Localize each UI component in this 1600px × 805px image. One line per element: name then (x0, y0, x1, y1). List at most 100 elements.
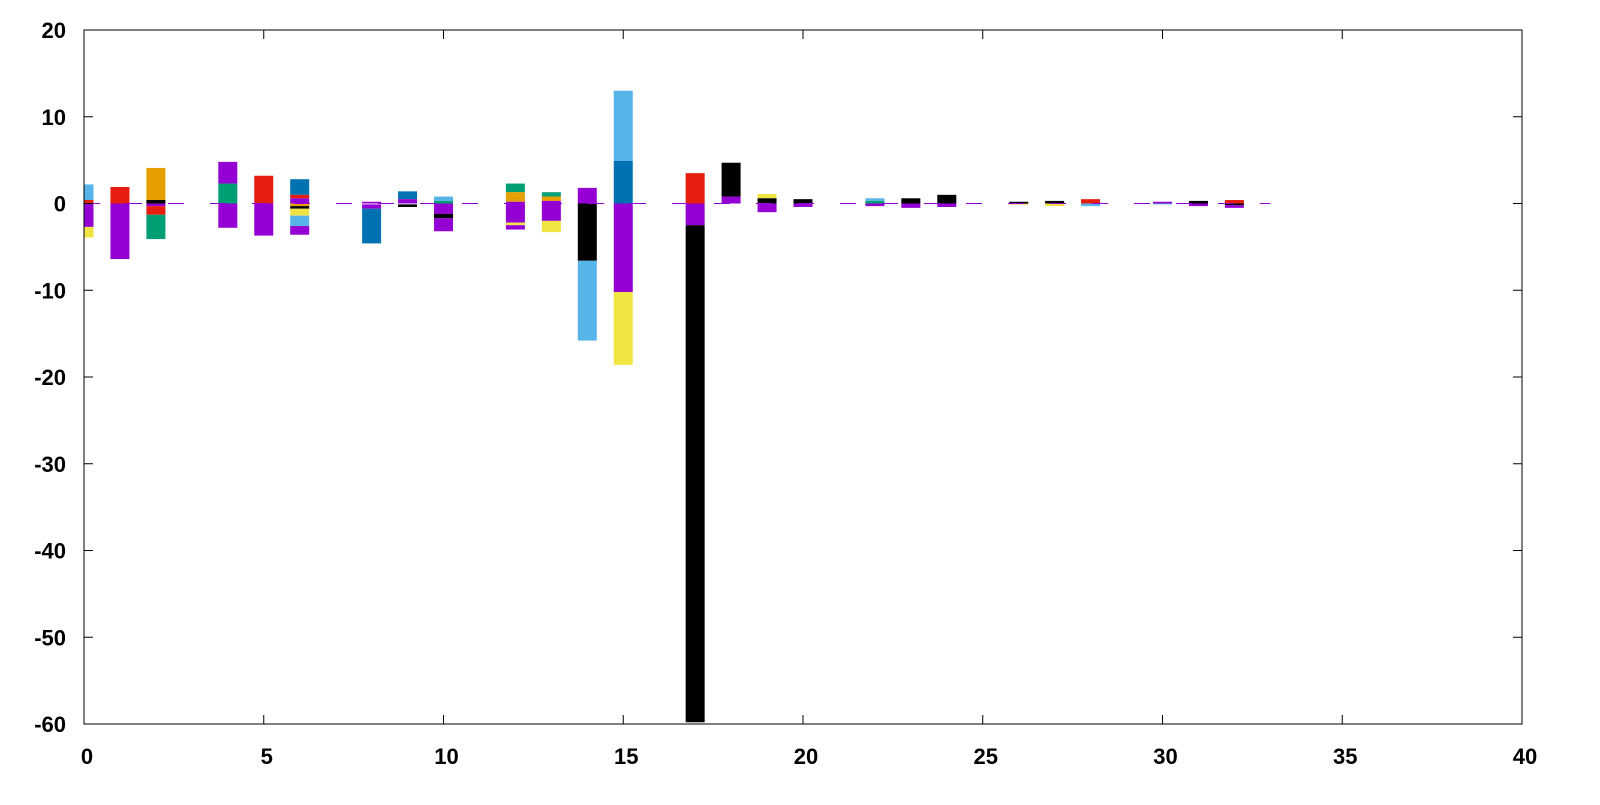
bar-segment (290, 206, 310, 209)
bar-segment (577, 260, 597, 341)
y-tick-label: 20 (42, 18, 66, 43)
x-tick-label: 25 (974, 744, 998, 769)
bar-segment (1009, 201, 1029, 204)
bar-segment (434, 200, 453, 204)
bar-segment (937, 194, 957, 204)
bar-segment (290, 194, 310, 199)
bar-segment (254, 175, 274, 204)
bar-segment (505, 183, 525, 193)
x-tick-label: 35 (1333, 744, 1357, 769)
bar-segment (685, 203, 705, 226)
bar-segment (505, 203, 525, 223)
bar-segment (757, 203, 777, 213)
y-tick-label: -10 (34, 278, 66, 303)
bar-segment (1153, 203, 1172, 205)
bar-segment (721, 162, 741, 197)
bar-segment (865, 200, 885, 204)
y-tick-label: -30 (34, 452, 66, 477)
bar-segment (757, 193, 777, 199)
bar-segment (505, 222, 525, 226)
bar-segment (1188, 203, 1208, 207)
bar-segment (290, 179, 310, 195)
bar-segment (1153, 201, 1172, 204)
bar-segment (290, 208, 310, 216)
bar-segment (110, 187, 130, 204)
bar-segment (577, 203, 597, 261)
bar-segment (541, 192, 561, 197)
bar-segment (254, 203, 274, 236)
bar-segment (505, 201, 525, 204)
x-tick-label: 0 (81, 744, 93, 769)
bar-segment (1081, 203, 1101, 207)
bar-segment (613, 203, 633, 292)
bar-segment (290, 203, 310, 207)
bar-segment (505, 225, 525, 230)
bar-segment (1224, 203, 1244, 206)
y-tick-label: -60 (34, 712, 66, 737)
y-tick-label: -20 (34, 365, 66, 390)
bar-segment (398, 204, 418, 207)
bar-segment (685, 225, 705, 723)
bar-segment (505, 192, 525, 202)
bar-segment (290, 226, 310, 235)
bar-segment (1081, 199, 1101, 204)
bar-segment (721, 196, 741, 204)
x-tick-label: 40 (1513, 744, 1537, 769)
bar-segment (685, 173, 705, 204)
x-tick-label: 5 (261, 744, 273, 769)
bar-segment (84, 203, 94, 227)
bar-segment (84, 226, 94, 238)
bar-segment (146, 206, 166, 215)
bar-segment (577, 187, 597, 204)
x-tick-label: 30 (1153, 744, 1177, 769)
bar-segment (1224, 200, 1244, 204)
bar-segment (84, 184, 94, 204)
bar-segment (398, 191, 418, 200)
bar-segment (541, 200, 561, 204)
bar-segment (434, 213, 453, 219)
bar-segment (110, 203, 130, 260)
bar-segment (541, 203, 561, 221)
bar-segment (1045, 200, 1065, 204)
bar-segment (146, 203, 166, 207)
bar-segment (793, 203, 813, 207)
bar-segment (290, 198, 310, 204)
bar-segment (434, 203, 453, 214)
bar-segment (84, 200, 94, 204)
axes-layer (83, 29, 1523, 725)
x-tick-label: 20 (794, 744, 818, 769)
bar-segment (218, 161, 238, 184)
bar-segment (290, 215, 310, 227)
bar-segment (362, 208, 382, 244)
bar-segment (398, 199, 418, 204)
bars-layer (84, 90, 1244, 723)
plot-frame (83, 29, 1523, 725)
bar-segment (613, 90, 633, 161)
bar-segment (901, 203, 921, 208)
y-tick-label: -40 (34, 539, 66, 564)
bar-segment (757, 198, 777, 204)
bar-segment (1188, 200, 1208, 204)
ticks-layer: 0 5 10 15 20 25 30 35 40 20 10 0 -10 -20 -30 -40 -50 -60 (34, 18, 1537, 769)
y-tick-label: 10 (42, 105, 66, 130)
bar-segment (937, 203, 957, 207)
bar-segment (146, 214, 166, 240)
x-tick-label: 10 (434, 744, 458, 769)
bar-segment (362, 201, 382, 204)
bar-segment (362, 204, 382, 209)
bar-segment (218, 183, 238, 204)
y-tick-label: -50 (34, 625, 66, 650)
bar-segment (434, 196, 453, 201)
bar-segment (1045, 203, 1065, 207)
y-tick-label: 0 (54, 192, 66, 217)
bar-segment (865, 203, 885, 207)
bar-segment (613, 160, 633, 204)
bar-segment (901, 198, 921, 204)
bar-segment (1224, 205, 1244, 208)
bar-segment (541, 196, 561, 201)
x-tick-label: 15 (614, 744, 638, 769)
bar-segment (793, 199, 813, 204)
bar-segment (434, 218, 453, 232)
